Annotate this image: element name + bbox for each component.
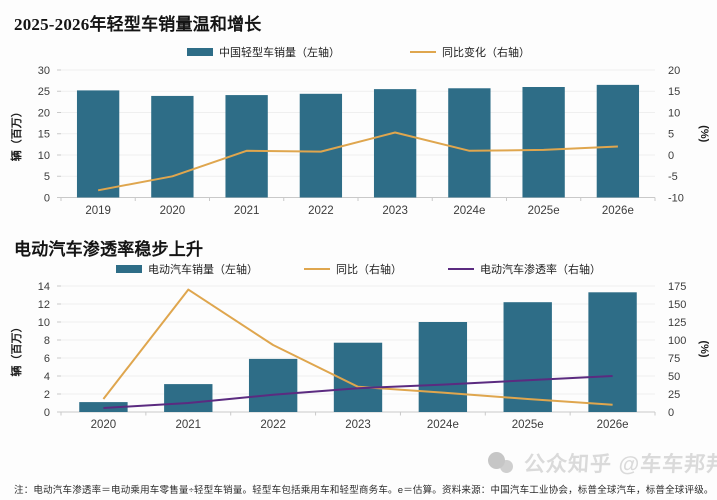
line-series xyxy=(102,288,613,406)
left-axis-tick: 30 xyxy=(38,65,50,77)
right-axis-tick: -10 xyxy=(668,192,684,204)
left-axis-tick: 8 xyxy=(44,335,50,347)
bar xyxy=(596,84,640,198)
watermark-text: 公众知乎 @车车邦邦 xyxy=(523,453,717,476)
bar xyxy=(164,384,213,412)
bars-series xyxy=(76,84,640,198)
line-swatch-icon xyxy=(304,268,330,270)
watermark: 公众知乎 @车车邦邦 xyxy=(488,448,717,478)
legend-label: 电动汽车渗透率（右轴） xyxy=(480,264,601,276)
x-axis-label: 2025e xyxy=(512,419,544,431)
x-axis-label: 2025e xyxy=(528,205,560,217)
right-axis-tick: 50 xyxy=(668,371,680,383)
x-axis-label: 2023 xyxy=(382,205,408,217)
right-axis-tick: 20 xyxy=(668,65,680,77)
legend-label: 电动汽车销量（左轴） xyxy=(148,264,258,276)
left-axis-tick: 6 xyxy=(44,353,50,365)
x-axis-label: 2023 xyxy=(345,419,371,431)
line-series xyxy=(103,375,613,409)
right-axis-tick: 125 xyxy=(668,317,686,329)
bar xyxy=(299,93,343,198)
right-axis-tick: 0 xyxy=(668,407,674,419)
x-axis-label: 2020 xyxy=(91,419,117,431)
legend-label: 同比变化（右轴） xyxy=(442,47,530,59)
x-axis-label: 2020 xyxy=(160,205,186,217)
chart1-legend: 中国轻型车销量（左轴） 同比变化（右轴） xyxy=(0,44,717,60)
left-axis-tick: 4 xyxy=(44,371,50,383)
bar xyxy=(448,88,491,198)
bar xyxy=(522,87,565,198)
bar-swatch-icon xyxy=(187,48,213,56)
left-axis-tick: 5 xyxy=(44,171,50,183)
right-axis-tick: 10 xyxy=(668,107,680,119)
line-series xyxy=(97,131,618,192)
watermark-circles-icon xyxy=(488,450,518,476)
legend-label: 同比（右轴） xyxy=(336,264,402,276)
footnote-source: 注：电动汽车渗透率＝电动乘用车零售量÷轻型车销量。轻型车包括乘用车和轻型商务车。… xyxy=(14,485,714,496)
right-axis-title: (%) xyxy=(698,340,710,357)
x-axis-label: 2022 xyxy=(260,419,286,431)
left-axis-tick: 25 xyxy=(38,86,50,98)
right-axis-tick: 25 xyxy=(668,389,680,401)
left-axis-tick: 0 xyxy=(44,192,50,204)
right-axis-tick: -5 xyxy=(668,171,678,183)
bar xyxy=(248,358,298,412)
left-axis-tick: 15 xyxy=(38,129,50,141)
chart2-legend: 电动汽车销量（左轴） 同比（右轴） 电动汽车渗透率（右轴） xyxy=(0,261,717,277)
chart1-title: 2025-2026年轻型车销量温和增长 xyxy=(14,10,261,35)
legend-label: 中国轻型车销量（左轴） xyxy=(219,47,340,59)
chart1-title-years: 2025-2026 xyxy=(14,15,90,34)
legend-item: 电动汽车销量（左轴） xyxy=(116,261,258,277)
x-axis-label: 2024e xyxy=(453,205,485,217)
chart2-title-text: 电动汽车渗透率稳步上升 xyxy=(14,240,204,259)
bar xyxy=(373,89,417,198)
line-swatch-icon xyxy=(448,268,474,270)
x-axis-label: 2024e xyxy=(427,419,459,431)
right-axis-tick: 15 xyxy=(668,86,680,98)
x-axis-label: 2022 xyxy=(308,205,334,217)
x-axis-label: 2026e xyxy=(597,419,629,431)
left-axis-tick: 10 xyxy=(38,150,50,162)
left-axis-tick: 12 xyxy=(38,299,50,311)
left-axis-tick: 14 xyxy=(38,281,50,293)
x-axis-label: 2019 xyxy=(85,205,111,217)
bar xyxy=(151,95,194,198)
right-axis-tick: 150 xyxy=(668,299,686,311)
left-axis-title: 辆（百万） xyxy=(9,322,23,377)
left-axis-tick: 2 xyxy=(44,389,50,401)
bar xyxy=(333,342,383,412)
left-axis-tick: 10 xyxy=(38,317,50,329)
bars-series xyxy=(79,292,637,412)
bar xyxy=(76,90,120,198)
bar xyxy=(503,302,552,412)
bar xyxy=(588,292,637,412)
ev-penetration-chart: 14 12 10 8 6 4 2 0 175 150 125 100 75 50 25 0 2020 2021 20… xyxy=(9,281,710,431)
left-axis-title: 辆（百万） xyxy=(9,106,23,161)
right-axis-tick: 100 xyxy=(668,335,686,347)
chart2-title: 电动汽车渗透率稳步上升 xyxy=(14,235,203,260)
line-swatch-icon xyxy=(410,51,436,53)
left-axis-tick: 0 xyxy=(44,407,50,419)
left-axis-tick: 20 xyxy=(38,107,50,119)
legend-item: 同比（右轴） xyxy=(304,261,402,277)
bar-swatch-icon xyxy=(116,265,142,273)
right-axis-tick: 0 xyxy=(668,150,674,162)
light-vehicle-sales-chart: 30 25 20 15 10 5 0 20 15 10 5 0 -5 -10 2019 2020 2021 202… xyxy=(9,65,710,217)
x-axis-label: 2021 xyxy=(175,419,201,431)
bar xyxy=(225,95,268,198)
x-axis-label: 2026e xyxy=(602,205,634,217)
right-axis-tick: 175 xyxy=(668,281,686,293)
right-axis-tick: 75 xyxy=(668,353,680,365)
legend-item: 中国轻型车销量（左轴） xyxy=(187,44,340,60)
right-axis-tick: 5 xyxy=(668,129,674,141)
x-axis-label: 2021 xyxy=(234,205,260,217)
legend-item: 电动汽车渗透率（右轴） xyxy=(448,261,601,277)
right-axis-title: (%) xyxy=(698,125,710,142)
legend-item: 同比变化（右轴） xyxy=(410,44,530,60)
chart1-title-text: 年轻型车销量温和增长 xyxy=(89,15,262,34)
bar xyxy=(418,322,468,412)
